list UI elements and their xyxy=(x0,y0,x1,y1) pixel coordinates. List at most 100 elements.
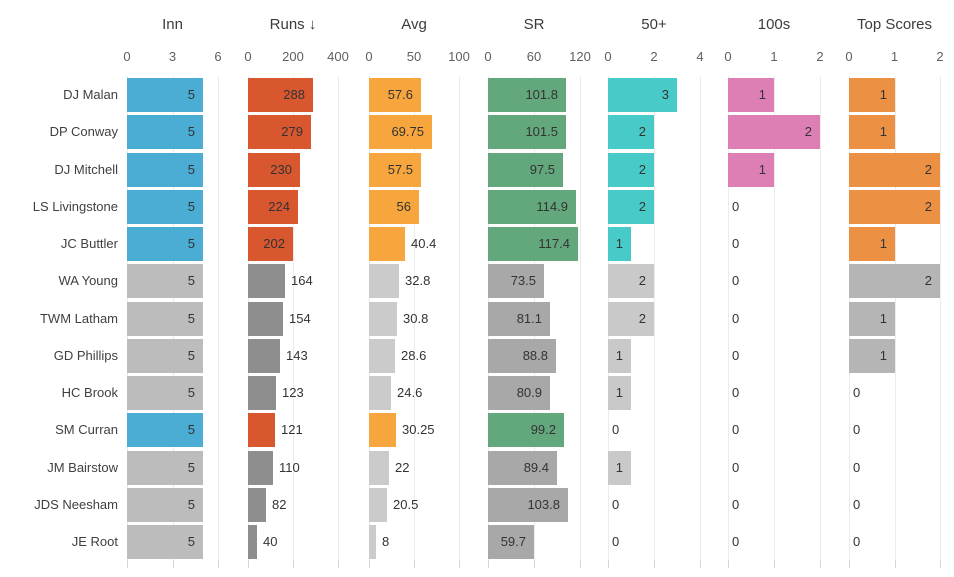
bar-cell[interactable] xyxy=(127,227,203,261)
axis-tick-label: 2 xyxy=(650,49,658,64)
bar-cell[interactable] xyxy=(488,413,564,448)
bar-cell[interactable] xyxy=(488,78,566,112)
bar-cell[interactable] xyxy=(369,525,376,559)
bar-value-label: 143 xyxy=(286,347,308,363)
column-header-runs-[interactable]: Runs ↓ xyxy=(269,16,317,33)
bar-cell[interactable] xyxy=(369,264,399,299)
bar-cell[interactable] xyxy=(488,227,578,261)
bar-value-label: 0 xyxy=(853,385,861,400)
bar-cell[interactable] xyxy=(248,189,298,224)
bar-cell[interactable] xyxy=(608,227,631,261)
bar-cell[interactable] xyxy=(488,338,556,373)
bar-value-label: 101.8 xyxy=(525,87,558,102)
column-header-top-scores[interactable]: Top Scores xyxy=(856,16,933,33)
bar-cell[interactable] xyxy=(248,115,311,150)
bar-cell[interactable] xyxy=(488,189,576,224)
axis-tick-mark xyxy=(895,560,896,568)
bar-cell[interactable] xyxy=(127,78,203,112)
bar-cell[interactable] xyxy=(369,152,421,187)
bar-cell[interactable] xyxy=(248,376,276,410)
bar-cell[interactable] xyxy=(369,376,391,410)
bar-cell[interactable] xyxy=(248,301,283,336)
axis-tick-mark xyxy=(580,560,581,568)
bar-cell[interactable] xyxy=(849,152,940,187)
bar-cell[interactable] xyxy=(127,413,203,448)
bar-cell[interactable] xyxy=(248,227,293,261)
bar-cell[interactable] xyxy=(127,376,203,410)
bar-cell[interactable] xyxy=(127,301,203,336)
bar-cell[interactable] xyxy=(849,301,895,336)
axis-tick-mark xyxy=(849,560,850,568)
bar-cell[interactable] xyxy=(488,301,550,336)
bar-cell[interactable] xyxy=(127,115,203,150)
bar-cell[interactable] xyxy=(127,487,203,522)
bar-cell[interactable] xyxy=(849,227,895,261)
bar-value-label: 99.2 xyxy=(530,422,556,438)
bar-cell[interactable] xyxy=(488,376,550,410)
bar-cell[interactable] xyxy=(608,152,654,187)
player-row-label: JM Bairstow xyxy=(47,459,118,475)
bar-cell[interactable] xyxy=(369,450,389,485)
bar-cell[interactable] xyxy=(248,413,275,448)
bar-cell[interactable] xyxy=(849,78,895,112)
bar-cell[interactable] xyxy=(849,264,940,299)
bar-cell[interactable] xyxy=(127,189,203,224)
column-header-100s[interactable]: 100s xyxy=(757,16,791,33)
bar-value-label: 2 xyxy=(638,124,646,140)
gridline xyxy=(338,76,339,568)
bar-value-label: 5 xyxy=(187,347,195,363)
axis-tick-mark xyxy=(218,560,219,568)
bar-cell[interactable] xyxy=(127,338,203,373)
bar-cell[interactable] xyxy=(248,264,285,299)
bar-cell[interactable] xyxy=(369,301,397,336)
bar-cell[interactable] xyxy=(608,78,677,112)
bar-cell[interactable] xyxy=(849,189,940,224)
bar-cell[interactable] xyxy=(248,78,313,112)
bar-cell[interactable] xyxy=(369,338,395,373)
bar-cell[interactable] xyxy=(728,115,820,150)
bar-cell[interactable] xyxy=(369,227,405,261)
bar-cell[interactable] xyxy=(728,78,774,112)
axis-tick-label: 0 xyxy=(845,49,853,64)
bar-cell[interactable] xyxy=(608,264,654,299)
bar-cell[interactable] xyxy=(127,264,203,299)
bar-cell[interactable] xyxy=(248,525,257,559)
bar-cell[interactable] xyxy=(488,450,557,485)
bar-cell[interactable] xyxy=(369,189,419,224)
bar-cell[interactable] xyxy=(248,450,273,485)
bar-cell[interactable] xyxy=(488,487,568,522)
bar-cell[interactable] xyxy=(127,152,203,187)
bar-cell[interactable] xyxy=(488,115,566,150)
bar-cell[interactable] xyxy=(369,487,387,522)
bar-cell[interactable] xyxy=(849,115,895,150)
bar-cell[interactable] xyxy=(248,487,266,522)
bar-value-label: 3 xyxy=(661,87,669,102)
bar-value-label: 2 xyxy=(924,273,932,289)
bar-cell[interactable] xyxy=(488,264,544,299)
bar-cell[interactable] xyxy=(369,115,432,150)
bar-value-label: 0 xyxy=(732,459,740,475)
bar-cell[interactable] xyxy=(369,78,421,112)
bar-cell[interactable] xyxy=(248,152,300,187)
column-header-sr[interactable]: SR xyxy=(523,16,545,33)
column-header-inn[interactable]: Inn xyxy=(162,16,183,33)
bar-cell[interactable] xyxy=(728,152,774,187)
player-row-label: JE Root xyxy=(71,534,118,549)
bar-cell[interactable] xyxy=(248,338,280,373)
bar-value-label: 0 xyxy=(732,236,740,251)
bar-cell[interactable] xyxy=(849,338,895,373)
bar-cell[interactable] xyxy=(608,301,654,336)
bar-cell[interactable] xyxy=(488,525,534,559)
bar-cell[interactable] xyxy=(608,376,631,410)
bar-cell[interactable] xyxy=(608,189,654,224)
bar-cell[interactable] xyxy=(369,413,396,448)
bar-cell[interactable] xyxy=(488,152,563,187)
bar-value-label: 30.8 xyxy=(403,310,429,326)
column-header-50-[interactable]: 50+ xyxy=(641,16,667,33)
column-header-avg[interactable]: Avg xyxy=(401,16,427,33)
bar-cell[interactable] xyxy=(127,525,203,559)
bar-cell[interactable] xyxy=(608,338,631,373)
bar-cell[interactable] xyxy=(608,115,654,150)
bar-cell[interactable] xyxy=(608,450,631,485)
bar-cell[interactable] xyxy=(127,450,203,485)
